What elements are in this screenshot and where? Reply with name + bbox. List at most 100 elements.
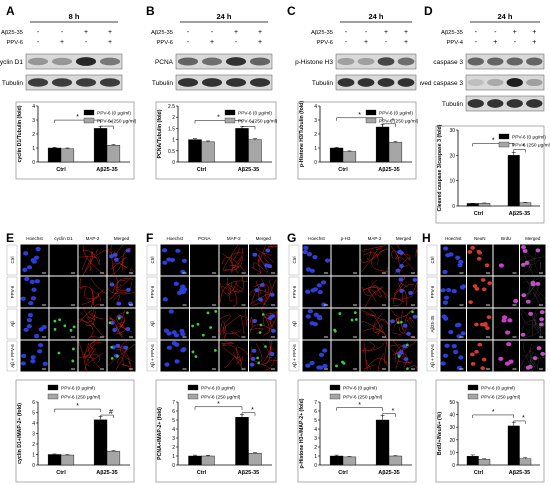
- neurite: [269, 311, 272, 330]
- nucleus: [305, 363, 311, 368]
- nucleus: [442, 269, 448, 275]
- neun-signal: [480, 366, 486, 371]
- neurite: [116, 312, 127, 331]
- y-tick-label: 4: [314, 427, 317, 433]
- micro-column-label: Hoechst: [26, 236, 43, 241]
- neurite: [257, 254, 269, 273]
- y-tick-label: 0: [452, 204, 455, 210]
- chart-panel-g: 0 1 2 3 4 5 6 7 p-Histone H3+/MAP-2+ (fold) Ctrl A…: [297, 379, 417, 483]
- y-axis-label: p-Histone H3+/MAP-2+ (fold): [299, 398, 305, 468]
- legend-label: PPV-6 (0 μg/ml): [238, 111, 272, 117]
- blot-panel-b: 24 h Aβ25-35 - - + + PPV-6 - + - + PCNA Tubulin: [151, 12, 273, 91]
- neurite: [79, 286, 94, 308]
- merged-nucleus: [532, 356, 538, 361]
- y-tick-label: 0: [452, 463, 455, 469]
- nucleus: [24, 276, 30, 282]
- neurite: [371, 247, 389, 272]
- nucleus: [457, 263, 463, 268]
- treatment-sign: +: [493, 39, 497, 46]
- nucleus: [163, 328, 169, 333]
- chart-frame: [15, 101, 135, 180]
- neurite: [361, 248, 389, 273]
- band-lane: [51, 78, 73, 87]
- micro-row-label: Aβ25-35: [430, 315, 435, 333]
- band-lane: [506, 78, 523, 87]
- merged-nucleus: [395, 268, 401, 273]
- neurite: [393, 284, 404, 305]
- neun-signal: [480, 278, 486, 282]
- neurite: [267, 347, 275, 359]
- nucleus: [443, 295, 450, 300]
- band-lane: [177, 78, 199, 87]
- neurite: [221, 341, 235, 344]
- band-lane: [27, 78, 49, 87]
- band-lane: [177, 57, 199, 66]
- nucleus: [440, 288, 446, 293]
- blot-time-label: 8 h: [69, 12, 80, 21]
- significance-mark: *: [110, 120, 113, 127]
- neurite: [376, 243, 387, 251]
- neun-signal: [477, 342, 483, 347]
- neurite: [519, 256, 545, 269]
- treatment-sign: -: [235, 39, 238, 46]
- treatment-sign: +: [108, 39, 112, 46]
- neurite: [395, 253, 404, 260]
- nucleus: [442, 353, 449, 358]
- bar: [93, 419, 108, 466]
- merged-nucleus: [116, 301, 122, 306]
- treatment-sign: +: [234, 29, 238, 36]
- neun-signal: [476, 256, 482, 261]
- micro-image: [49, 244, 78, 276]
- micro-row-label-box: [6, 308, 18, 340]
- micro-image: [78, 244, 107, 276]
- treatment-sign: -: [61, 29, 64, 36]
- marker-signal: [191, 350, 195, 354]
- merged-marker: [400, 320, 403, 324]
- nucleus: [161, 248, 168, 253]
- neurite: [91, 309, 94, 316]
- neurite: [235, 283, 244, 290]
- legend-swatch: [467, 393, 479, 400]
- neurite: [260, 308, 270, 335]
- neurite: [118, 278, 134, 284]
- y-tick-label: 1: [32, 146, 35, 152]
- legend-swatch: [329, 384, 341, 391]
- micro-column-label: Hoechst: [308, 236, 325, 241]
- blot-panel-c: 24 h Aβ25-35 - - + + PPV-6 - + - + p-Histone H3 Tubu…: [295, 12, 417, 91]
- neurite: [109, 317, 123, 339]
- neurite: [392, 294, 414, 300]
- neurite: [229, 281, 234, 302]
- neurite: [520, 312, 532, 326]
- marker-signal: [350, 318, 354, 322]
- treatment-sign: +: [513, 29, 517, 36]
- bar: [466, 455, 479, 466]
- micro-column-label: Merged: [256, 236, 272, 241]
- y-tick-label: 10: [449, 179, 455, 185]
- micro-row-label-box: [288, 308, 300, 340]
- band-lane: [201, 78, 223, 87]
- micro-panel-e: Hoechst cyclin D1 MAP-2 Merged Ctrl PPV-6 Aβ Aβ…: [6, 236, 136, 372]
- neurite: [399, 278, 408, 288]
- micro-row-label: Ctrl: [150, 257, 155, 264]
- band-lane: [397, 57, 415, 66]
- neurite: [229, 264, 240, 269]
- nucleus: [317, 289, 323, 295]
- band-label: Tubulin: [152, 80, 173, 87]
- treatment-label: PPV-6: [157, 40, 173, 46]
- y-tick-label: 30: [449, 128, 455, 134]
- neurite: [258, 244, 267, 262]
- neurite: [115, 321, 125, 336]
- band-strip: [25, 74, 123, 91]
- neurite: [391, 308, 414, 318]
- panel-label-e: E: [6, 231, 15, 245]
- bar: [466, 203, 479, 207]
- chart-panel-e: 0 1 2 3 4 5 6 cyclin D1+/MAP-2+ (fold) Ctrl Aβ25-…: [15, 379, 135, 483]
- micro-column-label: Merged: [396, 236, 412, 241]
- micro-column-label: Hoechst: [166, 236, 183, 241]
- neurite: [363, 364, 375, 370]
- marker-signal: [63, 324, 67, 328]
- y-tick-label: 1: [172, 138, 175, 144]
- neurite: [107, 248, 128, 268]
- y-tick-label: 2: [32, 442, 35, 448]
- merged-marker: [256, 356, 259, 360]
